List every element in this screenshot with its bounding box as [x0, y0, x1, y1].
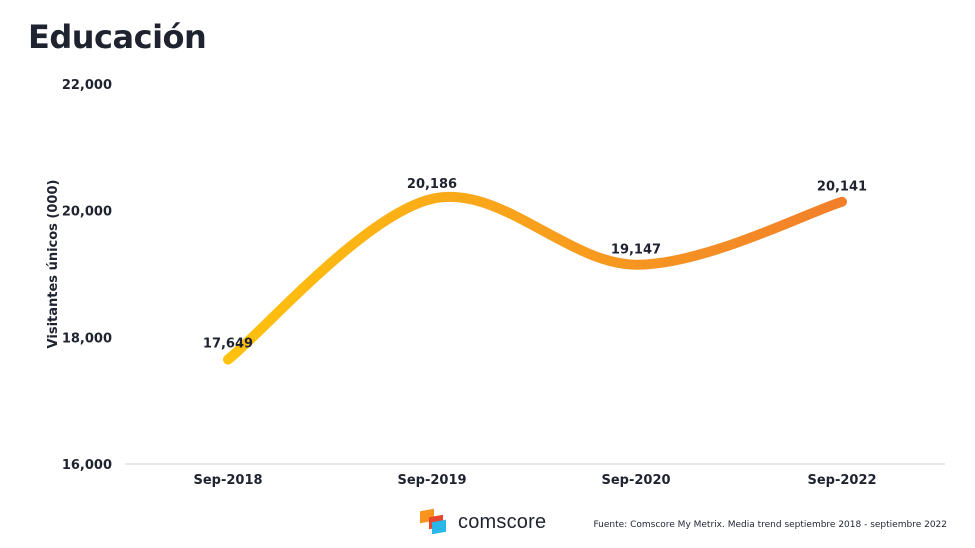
data-label: 19,147 [611, 243, 661, 258]
series-line [223, 192, 847, 365]
x-tick-label: Sep-2020 [601, 473, 670, 488]
chart-title: Educación [28, 18, 207, 56]
x-tick-label: Sep-2022 [807, 473, 876, 488]
y-tick-label: 16,000 [62, 458, 112, 473]
comscore-logo: comscore [420, 508, 547, 535]
y-axis-title: Visitantes únicos (000) [46, 180, 61, 349]
x-tick-label: Sep-2018 [193, 473, 262, 488]
y-tick-label: 20,000 [62, 205, 112, 220]
data-label: 20,141 [817, 180, 867, 195]
comscore-logo-icon [420, 508, 448, 535]
x-tick-label: Sep-2019 [397, 473, 466, 488]
data-label: 17,649 [203, 337, 253, 352]
data-label: 20,186 [407, 177, 457, 192]
y-tick-label: 18,000 [62, 331, 112, 346]
logo-text: comscore [458, 510, 547, 533]
source-note: Fuente: Comscore My Metrix. Media trend … [593, 520, 947, 530]
y-tick-label: 22,000 [62, 78, 112, 93]
